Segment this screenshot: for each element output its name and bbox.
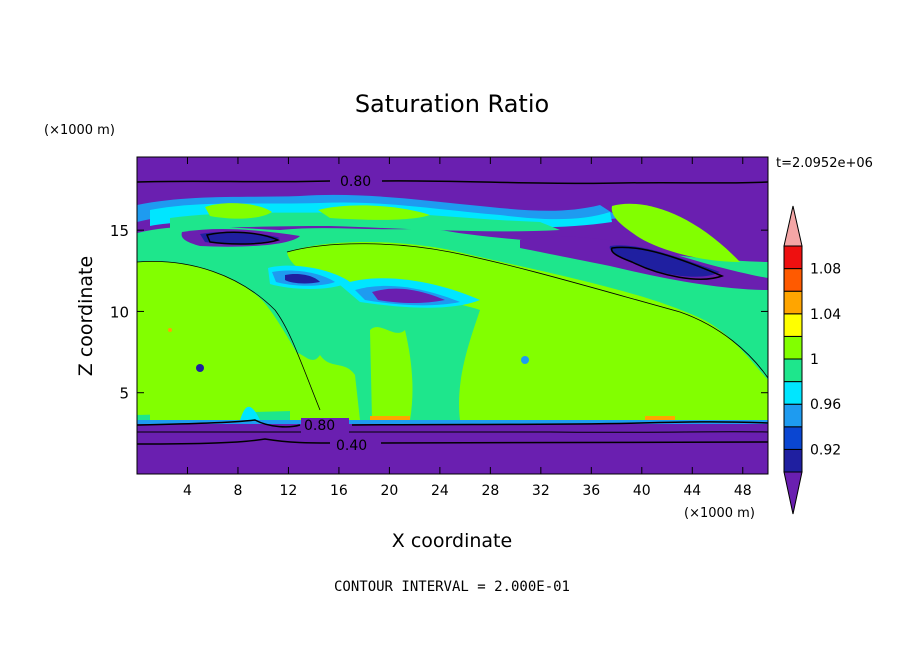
colorbar-segment [783,335,803,360]
contour-label-lower: 0.40 [336,438,367,454]
contour-interval-footer: CONTOUR INTERVAL = 2.000E-01 [334,579,570,595]
x-unit-label: (×1000 m) [684,506,755,521]
colorbar-segment [783,448,803,473]
colorbar-segment [783,403,803,428]
colorbar-under-triangle [783,471,803,515]
x-tick-label: 28 [481,483,499,499]
colorbar-segment [783,381,803,405]
colorbar-segment [783,245,803,270]
x-tick-label: 16 [330,483,348,499]
chart-title: Saturation Ratio [355,90,549,118]
x-tick-label: 44 [683,483,701,499]
colorbar-tick-label: 1.08 [810,262,841,278]
colorbar-segment [783,358,803,383]
time-label: t=2.0952e+06 [776,156,873,171]
x-tick-label: 48 [734,483,752,499]
x-axis-label: X coordinate [392,530,512,552]
colorbar-over-triangle [783,205,803,247]
x-tick-label: 20 [380,483,398,499]
colorbar-segment [783,313,803,337]
x-tick-label: 36 [582,483,600,499]
contour-labels: 0.80 0.80 0.40 [301,173,382,454]
y-tick-label: 5 [119,385,129,403]
colorbar-segment [783,268,803,292]
y-axis-label: Z coordinate [75,256,97,376]
colorbar-tick-label: 1 [810,352,819,368]
y-axis-ticks: 5 10 15 [110,222,768,403]
contour-label-mid: 0.80 [304,418,335,434]
x-axis-ticks: 4 8 12 16 20 24 28 32 36 40 44 48 [183,157,752,499]
x-tick-label: 40 [633,483,651,499]
x-tick-label: 12 [280,483,298,499]
colorbar-tick-label: 0.96 [810,397,841,413]
colorbar-segment [783,426,803,450]
x-tick-label: 8 [233,483,242,499]
x-tick-label: 4 [183,483,192,499]
colorbar: 1.08 1.04 1 0.96 0.92 [783,205,841,515]
x-tick-label: 24 [431,483,449,499]
y-unit-label: (×1000 m) [44,123,115,138]
colorbar-tick-label: 0.92 [810,442,841,458]
colorbar-tick-label: 1.04 [810,307,841,323]
x-tick-label: 32 [532,483,550,499]
y-tick-label: 10 [110,303,129,321]
y-tick-label: 15 [110,222,129,240]
colorbar-segment [783,290,803,315]
contour-label-upper: 0.80 [340,174,371,190]
contour-field [136,156,769,475]
